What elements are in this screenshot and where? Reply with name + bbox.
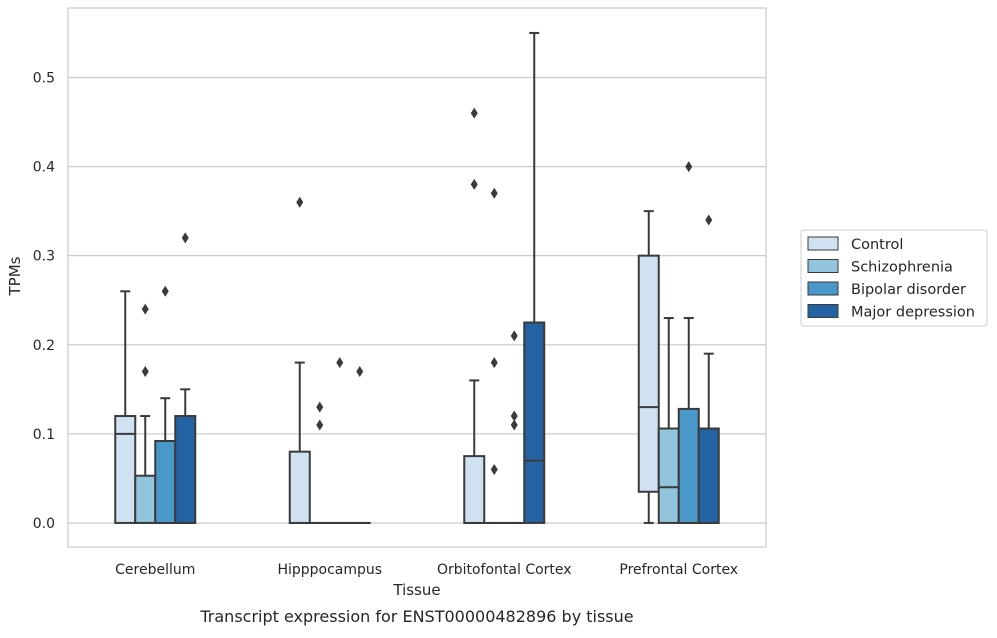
x-tick-label: Prefrontal Cortex — [619, 562, 738, 578]
y-tick-label: 0.0 — [33, 516, 55, 532]
box-rect — [639, 256, 659, 492]
x-tick-label: Orbitofontal Cortex — [437, 562, 572, 578]
y-tick-label: 0.3 — [33, 249, 55, 265]
y-tick-label: 0.2 — [33, 338, 55, 354]
box-rect — [135, 476, 155, 523]
box-rect — [524, 322, 544, 522]
box-rect — [699, 429, 719, 523]
box-rect — [155, 441, 175, 523]
legend-label: Major depression — [851, 305, 975, 321]
box-rect — [290, 452, 310, 523]
box-rect — [679, 409, 699, 523]
legend-label: Bipolar disorder — [851, 282, 966, 298]
legend-swatch — [808, 282, 838, 295]
x-axis-label: Tissue — [392, 581, 440, 599]
box-rect — [175, 416, 195, 523]
y-tick-label: 0.1 — [33, 427, 55, 443]
x-tick-label: Hipppocampus — [277, 562, 382, 578]
legend-swatch — [808, 305, 838, 318]
figure-caption: Transcript expression for ENST0000048289… — [199, 607, 633, 626]
box-rect — [464, 456, 484, 523]
box-plot-1-4 — [639, 211, 659, 523]
y-tick-label: 0.4 — [33, 160, 55, 176]
box-rect — [659, 429, 679, 523]
box-rect — [115, 416, 135, 523]
legend: Control Schizophrenia Bipolar disorder Majo… — [801, 230, 987, 326]
y-axis-label: TPMs — [6, 256, 24, 296]
y-tick-label: 0.5 — [33, 70, 55, 86]
legend-swatch — [808, 260, 838, 273]
legend-label: Control — [851, 237, 903, 253]
legend-label: Schizophrenia — [851, 260, 953, 276]
x-tick-label: Cerebellum — [115, 562, 195, 578]
legend-swatch — [808, 237, 838, 250]
